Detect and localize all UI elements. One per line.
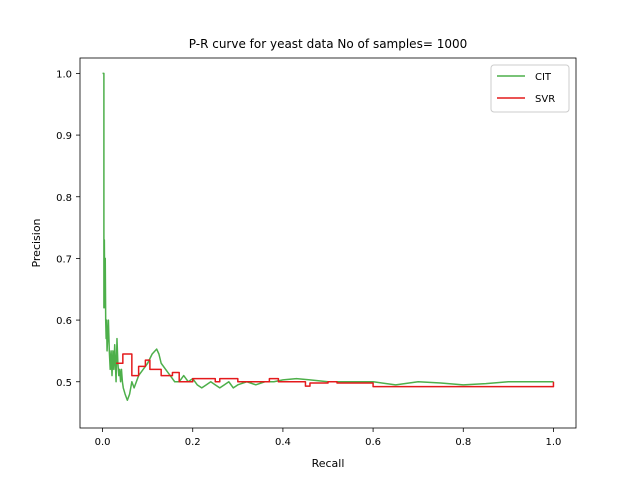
y-tick-label: 0.8 — [56, 193, 72, 204]
y-axis-label: Precision — [30, 218, 43, 267]
y-tick-label: 1.0 — [56, 69, 72, 80]
y-tick-label: 0.7 — [56, 254, 72, 265]
plot-frame — [79, 57, 577, 429]
legend-label-svr: SVR — [535, 94, 555, 105]
legend-box — [490, 64, 570, 113]
legend-label-cit: CIT — [535, 72, 552, 83]
x-tick-label: 0.2 — [185, 437, 201, 448]
y-axis: 0.5 0.6 0.7 0.8 0.9 1.0 — [56, 69, 80, 389]
x-tick-label: 0.6 — [365, 437, 381, 448]
series-line-cit — [102, 72, 554, 401]
x-axis: 0.0 0.2 0.4 0.6 0.8 1.0 — [95, 428, 562, 448]
x-axis-label: Recall — [312, 457, 345, 470]
x-tick-label: 0.4 — [275, 437, 291, 448]
chart-title: P-R curve for yeast data No of samples= … — [189, 37, 467, 51]
x-tick-label: 0.0 — [95, 437, 111, 448]
legend: CIT SVR — [490, 64, 570, 113]
y-tick-label: 0.9 — [56, 131, 72, 142]
x-tick-label: 0.8 — [455, 437, 471, 448]
y-tick-label: 0.5 — [56, 378, 72, 389]
plot-lines — [102, 72, 555, 401]
series-line-svr — [116, 353, 555, 388]
x-tick-label: 1.0 — [546, 437, 562, 448]
y-tick-label: 0.6 — [56, 316, 72, 327]
